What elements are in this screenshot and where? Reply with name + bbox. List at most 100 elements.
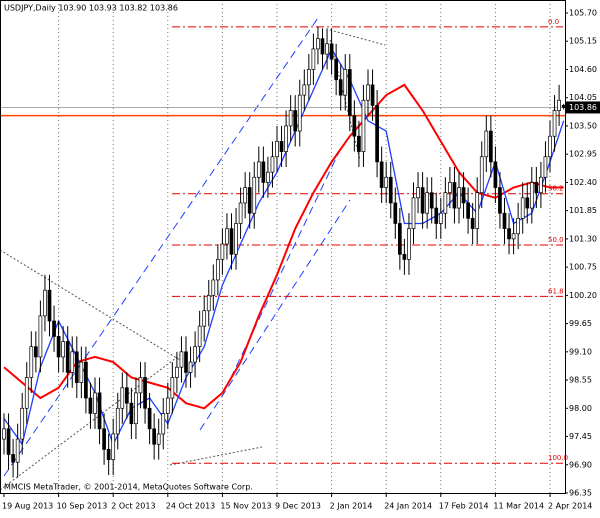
candle-body	[61, 341, 66, 358]
candle-body	[129, 402, 134, 425]
candle-body	[470, 217, 475, 229]
candle-body	[534, 182, 539, 194]
candle-body	[329, 43, 334, 60]
candle-body	[43, 289, 47, 317]
x-tick-label: 24 Oct 2013	[166, 502, 215, 511]
y-tick-label: 102.40	[569, 178, 597, 187]
candle-body	[2, 428, 6, 440]
candle-body	[152, 428, 156, 445]
candle-body	[384, 176, 389, 188]
candle-body	[161, 413, 166, 435]
candle-body	[247, 187, 252, 214]
bid-label: 103.86	[569, 103, 597, 112]
y-tick-label: 98.55	[569, 376, 592, 385]
y-tick-label: 98.00	[569, 404, 592, 413]
candle-body	[256, 161, 261, 178]
candle-body	[261, 161, 266, 183]
candle-body	[115, 407, 120, 435]
candle-body	[225, 228, 229, 245]
trend-line	[0, 249, 181, 361]
candle-body	[11, 454, 15, 463]
candle-body	[557, 99, 561, 111]
candle-body	[293, 110, 298, 132]
candle-body	[448, 182, 452, 194]
candle-body	[302, 84, 307, 96]
candle-body	[102, 428, 106, 450]
candle-body	[6, 428, 11, 455]
candle-body	[507, 228, 511, 240]
candle-body	[420, 187, 425, 214]
candle-body	[238, 202, 243, 224]
candle-body	[516, 217, 521, 235]
bid-box	[566, 101, 600, 114]
candle-body	[561, 105, 566, 108]
y-tick-label: 105.70	[569, 9, 597, 18]
y-tick-label: 100.75	[569, 263, 597, 272]
candle-body	[170, 377, 175, 399]
channel-line	[199, 199, 351, 431]
candle-body	[457, 187, 461, 209]
candle-body	[56, 336, 61, 358]
candle-body	[88, 397, 93, 414]
footer: MMCIS MetaTrader, © 2001-2014, MetaQuote…	[4, 483, 253, 492]
candle-body	[375, 105, 379, 163]
candle-body	[416, 187, 420, 199]
candle-body	[70, 351, 75, 373]
candle-body	[206, 295, 211, 312]
candle-body	[343, 69, 348, 96]
moving-average	[3, 83, 564, 410]
candle-body	[370, 84, 375, 106]
plot-frame	[0, 0, 566, 494]
candle-body	[493, 161, 498, 188]
candle-body	[529, 182, 534, 209]
candle-body	[311, 48, 316, 70]
candle-body	[279, 140, 284, 152]
candle-body	[407, 228, 411, 260]
candle-body	[489, 130, 493, 163]
candle-body	[388, 176, 393, 204]
y-tick-label: 100.20	[569, 291, 597, 300]
candle-body	[357, 135, 361, 152]
candle-body	[275, 140, 279, 158]
candle-body	[502, 212, 507, 229]
y-tick-label: 101.30	[569, 234, 597, 243]
x-tick-label: 11 Mar 2014	[493, 502, 544, 511]
candle-body	[197, 325, 202, 348]
y-tick-label: 97.45	[569, 432, 592, 441]
candle-body	[84, 361, 88, 399]
candle-body	[211, 279, 216, 296]
x-tick-label: 24 Jan 2014	[384, 502, 432, 511]
candle-body	[270, 156, 275, 173]
channel-line	[224, 149, 341, 391]
x-tick-label: 2 Oct 2013	[111, 502, 155, 511]
candle-body	[79, 361, 84, 383]
candle-body	[466, 202, 470, 219]
candle-body	[29, 346, 34, 378]
candle-body	[156, 433, 161, 445]
candle-body	[434, 207, 439, 224]
x-tick-label: 15 Nov 2013	[220, 502, 271, 511]
candle-body	[352, 115, 357, 137]
fib-label: 0.0	[548, 18, 559, 26]
candle-body	[525, 197, 530, 209]
candle-body	[252, 176, 257, 214]
candle-body	[15, 438, 20, 463]
candle-body	[165, 397, 170, 414]
candle-body	[143, 377, 147, 409]
y-tick-label: 99.65	[569, 319, 592, 328]
candle-body	[511, 233, 516, 240]
candle-body	[361, 99, 366, 152]
y-tick-label: 96.35	[569, 489, 592, 498]
candle-body	[93, 392, 97, 414]
candle-body	[316, 38, 320, 50]
candle-body	[284, 125, 288, 152]
y-tick-label: 99.10	[569, 347, 592, 356]
y-tick-label: 105.15	[569, 37, 597, 46]
candle-body	[320, 38, 325, 55]
candle-body	[379, 161, 384, 188]
candle-body	[484, 130, 489, 158]
candle-body	[179, 351, 184, 368]
candle-body	[452, 182, 457, 209]
fib-label: 50.0	[548, 236, 564, 244]
